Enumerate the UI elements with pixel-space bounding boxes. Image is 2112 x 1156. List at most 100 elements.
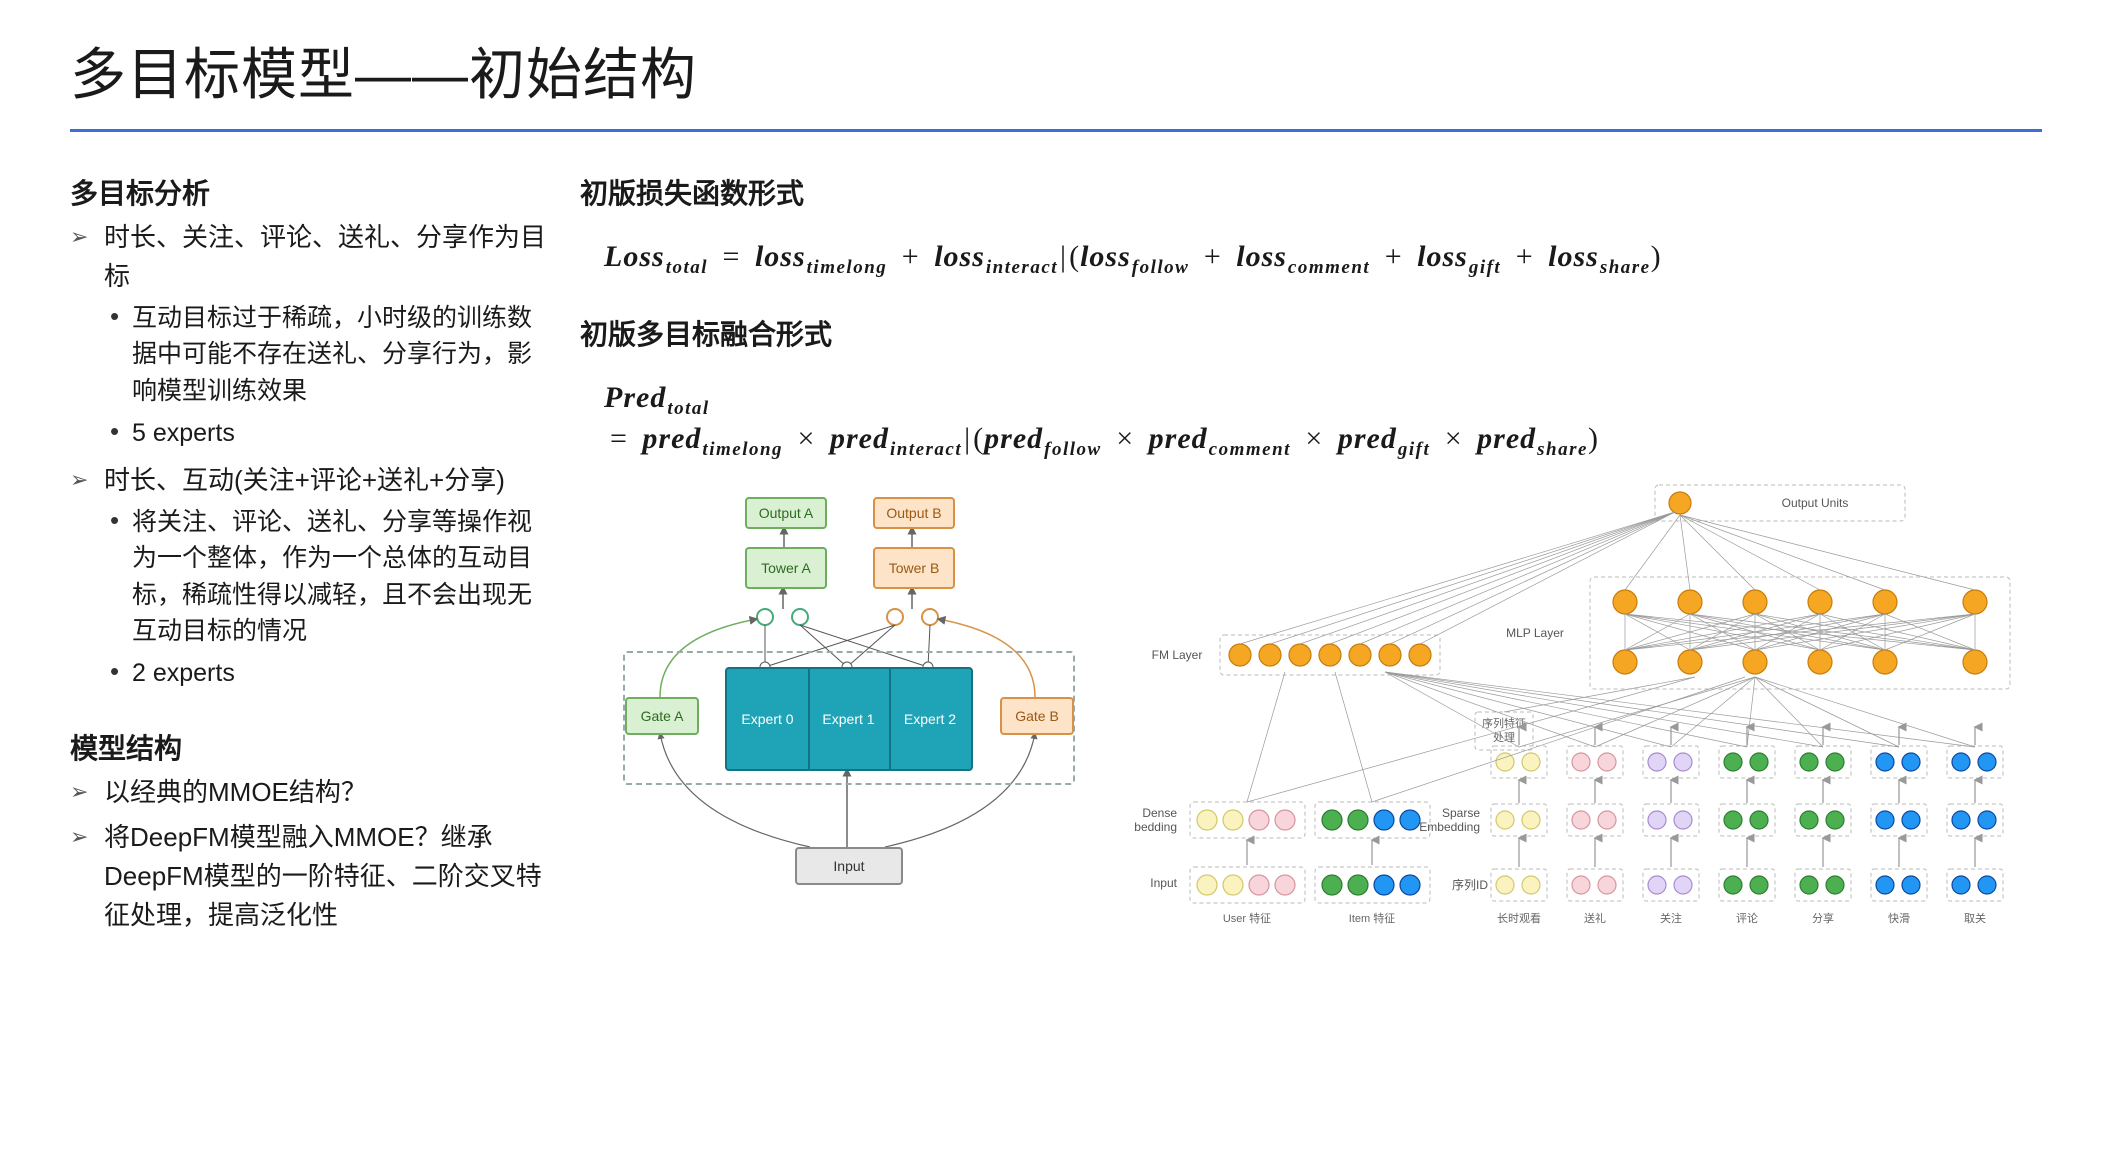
deepfm-input-label: Input [1150, 876, 1177, 890]
deepfm-bottom-label-0: User 特征 [1223, 911, 1271, 925]
deepfm-output-label: Output Units [1782, 496, 1849, 510]
pred-x4: × [1439, 422, 1469, 455]
loss-t4-sub: comment [1287, 257, 1370, 278]
content-area: 多目标分析 时长、关注、评论、送礼、分享作为目标 互动目标过于稀疏，小时级的训练… [70, 172, 2042, 955]
pred-t3-sub: follow [1043, 439, 1102, 460]
pred-lp: ( [973, 422, 984, 455]
item-mmoe: 以经典的MMOE结构？ [70, 773, 550, 812]
deepfm-mlp-row1 [1613, 590, 1987, 614]
mmoe-expert2: Expert 2 [889, 669, 971, 769]
item-deepfm: 将DeepFM模型融入MMOE？继承DeepFM模型的一阶特征、二阶交叉特征处理… [70, 818, 550, 935]
loss-t1-sub: timelong [806, 257, 888, 278]
pred-t2-sub: interact [889, 439, 962, 460]
pred-lhs-sub: total [666, 398, 709, 419]
pred-bar: | [962, 422, 973, 455]
deepfm-bottom-label-1: Item 特征 [1349, 911, 1395, 925]
deepfm-bottom-label-2: 长时观看 [1497, 911, 1541, 925]
mmoe-gate-a: Gate A [625, 697, 699, 735]
mmoe-diagram: Output A Output B Tower A Tower B Gate A… [580, 477, 1110, 947]
loss-lhs-base: Loss [604, 240, 665, 273]
loss-t6-sub: share [1599, 257, 1651, 278]
pred-x2: × [1110, 422, 1140, 455]
formula-pred-rhs: = predtimelong × predinteract|(predfollo… [604, 422, 2042, 461]
deepfm-bottom-label-5: 评论 [1736, 911, 1758, 925]
deepfm-fm-label: FM Layer [1152, 648, 1203, 662]
pred-t4-base: pred [1149, 422, 1208, 455]
pred-t1-sub: timelong [701, 439, 783, 460]
svg-text:Embedding: Embedding [1135, 820, 1177, 834]
pred-t5-sub: gift [1397, 439, 1430, 460]
loss-t2-base: loss [934, 240, 985, 273]
pred-t3-base: pred [984, 422, 1043, 455]
pred-t4-sub: comment [1208, 439, 1291, 460]
subitem-combine: 将关注、评论、送礼、分享等操作视为一个整体，作为一个总体的互动目标，稀疏性得以减… [104, 504, 550, 649]
left-column: 多目标分析 时长、关注、评论、送礼、分享作为目标 互动目标过于稀疏，小时级的训练… [70, 172, 550, 955]
loss-t5-base: loss [1417, 240, 1468, 273]
loss-plus4: + [1510, 240, 1540, 273]
slide-title: 多目标模型——初始结构 [70, 30, 2042, 111]
mmoe-expert1: Expert 1 [808, 669, 891, 769]
loss-t5-sub: gift [1468, 257, 1501, 278]
item-targets-5: 时长、关注、评论、送礼、分享作为目标 互动目标过于稀疏，小时级的训练数据中可能不… [70, 218, 550, 451]
loss-t4-base: loss [1236, 240, 1287, 273]
svg-text:Embedding: Embedding [1419, 820, 1480, 834]
svg-text:处理: 处理 [1493, 731, 1515, 744]
sublist-targets-5: 互动目标过于稀疏，小时级的训练数据中可能不存在送礼、分享行为，影响模型训练效果 … [104, 300, 550, 451]
loss-t2-sub: interact [985, 257, 1058, 278]
title-rule [70, 129, 2042, 132]
item-targets-5-text: 时长、关注、评论、送礼、分享作为目标 [104, 222, 546, 291]
deepfm-fm-nodes [1229, 644, 1431, 666]
loss-eq: = [717, 240, 747, 273]
mmoe-expert0: Expert 0 [727, 669, 810, 769]
loss-plus3: + [1379, 240, 1409, 273]
pred-t5-base: pred [1338, 422, 1397, 455]
pred-x3: × [1299, 422, 1329, 455]
pred-eq: = [604, 422, 634, 455]
item-targets-2: 时长、互动(关注+评论+送礼+分享) 将关注、评论、送礼、分享等操作视为一个整体… [70, 461, 550, 691]
pred-t1-base: pred [642, 422, 701, 455]
mmoe-tower-b: Tower B [873, 547, 955, 589]
loss-bar: | [1058, 240, 1069, 273]
deepfm-sparse-label: Sparse [1442, 806, 1480, 820]
heading-multi-target: 多目标分析 [70, 172, 550, 212]
loss-lp: ( [1069, 240, 1080, 273]
pred-x1: × [792, 422, 822, 455]
subitem-sparse: 互动目标过于稀疏，小时级的训练数据中可能不存在送礼、分享行为，影响模型训练效果 [104, 300, 550, 409]
deepfm-bottom-label-8: 取关 [1964, 911, 1986, 925]
deepfm-bottom-label-3: 送礼 [1584, 911, 1606, 925]
mmoe-experts: Expert 0 Expert 1 Expert 2 [725, 667, 973, 771]
deepfm-bottom-label-4: 关注 [1660, 911, 1682, 925]
pred-lhs-base: Pred [604, 381, 666, 414]
mmoe-gate-b: Gate B [1000, 697, 1074, 735]
heading-fusion: 初版多目标融合形式 [580, 313, 2042, 353]
loss-rp: ) [1651, 240, 1662, 273]
deepfm-dense-label: Dense [1142, 806, 1177, 820]
deepfm-mlp-label: MLP Layer [1506, 626, 1564, 640]
list-multi-target: 时长、关注、评论、送礼、分享作为目标 互动目标过于稀疏，小时级的训练数据中可能不… [70, 218, 550, 691]
deepfm-seqid-label: 序列ID [1452, 877, 1488, 892]
pred-t6-base: pred [1477, 422, 1536, 455]
diagrams-row: Output A Output B Tower A Tower B Gate A… [580, 477, 2042, 947]
mmoe-input: Input [795, 847, 903, 885]
sublist-targets-2: 将关注、评论、送礼、分享等操作视为一个整体，作为一个总体的互动目标，稀疏性得以减… [104, 504, 550, 691]
subitem-5-experts: 5 experts [104, 415, 550, 451]
loss-t6-base: loss [1548, 240, 1599, 273]
deepfm-mlp-row2 [1613, 650, 1987, 674]
pred-t2-base: pred [830, 422, 889, 455]
heading-loss: 初版损失函数形式 [580, 172, 2042, 212]
deepfm-svg: Output Units MLP Layer [1135, 477, 2035, 947]
deepfm-mlp-connections [1625, 614, 1975, 650]
deepfm-diagram: Output Units MLP Layer [1128, 477, 2042, 947]
loss-plus1: + [896, 240, 926, 273]
item-targets-2-text: 时长、互动(关注+评论+送礼+分享) [104, 465, 505, 495]
formula-loss: Losstotal = losstimelong + lossinteract|… [604, 240, 2042, 279]
loss-t3-base: loss [1080, 240, 1131, 273]
pred-t6-sub: share [1536, 439, 1588, 460]
deepfm-bottom-label-7: 快滑 [1888, 912, 1910, 925]
loss-t1-base: loss [755, 240, 806, 273]
pred-rp: ) [1588, 422, 1599, 455]
formula-pred-lhs: Predtotal [604, 381, 2042, 420]
loss-t3-sub: follow [1131, 257, 1190, 278]
mmoe-output-b: Output B [873, 497, 955, 529]
mmoe-tower-a: Tower A [745, 547, 827, 589]
